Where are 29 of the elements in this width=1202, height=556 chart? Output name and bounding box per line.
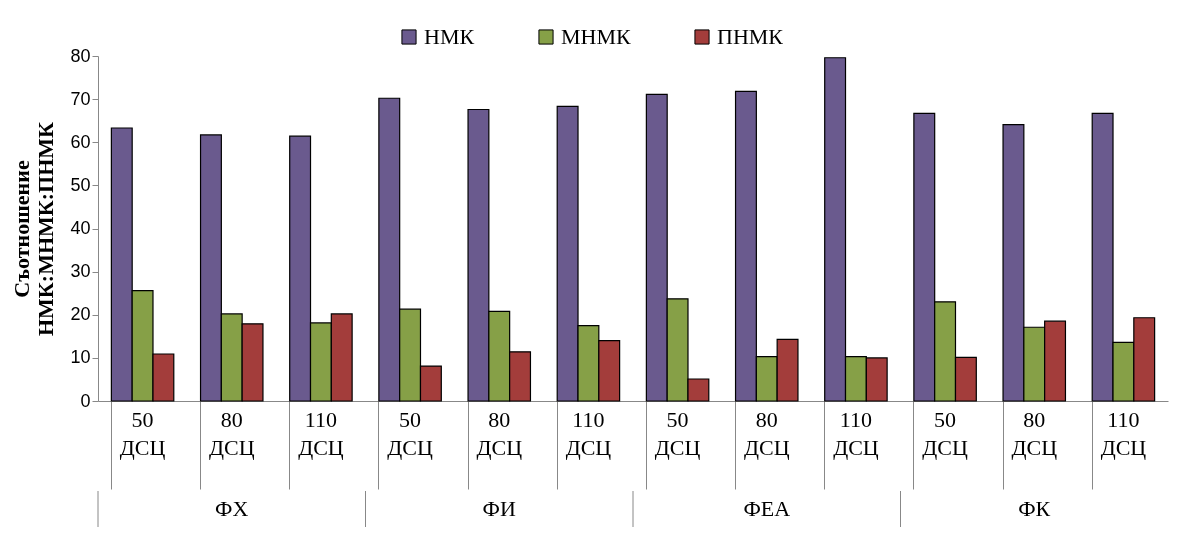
x-tick-label: 50 ДСЦ [387,406,433,460]
y-tick-label: 10 [70,347,91,368]
x-tick-label: 110 ДСЦ [298,406,344,460]
text: ФИ [482,496,516,521]
x-tick-label: 50 ДСЦ [119,406,166,460]
y-tick-label: 60 [70,131,91,152]
x-tick-label: 50 ДСЦ [654,406,701,460]
x-tick-label: 80 ДСЦ [743,406,790,460]
y-tick-label: 30 [70,261,91,282]
y-tick-label: 70 [70,88,91,109]
legend-label: ПНМК [717,24,784,49]
x-tick-label: 110 ДСЦ [833,406,879,460]
x-tick-label: 110 ДСЦ [1100,406,1147,460]
y-axis-title: Съотношение НМК:МНМК:ПНМК [9,121,59,337]
text: ФК [1018,496,1051,521]
y-tick-label: 0 [80,390,91,411]
x-tick-label: 50 ДСЦ [922,406,968,460]
legend-label: МНМК [561,24,632,49]
y-tick-label: 20 [70,304,91,325]
y-tick-label: 50 [70,174,91,195]
text: ФХ [215,496,249,521]
x-tick-label: 80 ДСЦ [1011,406,1058,460]
text: ФЕА [743,496,791,521]
x-tick-label: 80 ДСЦ [476,406,523,460]
x-tick-label: 110 ДСЦ [565,406,612,460]
legend-label: НМК [424,24,475,49]
y-tick-label: 80 [70,45,91,66]
x-tick-label: 80 ДСЦ [208,406,255,460]
y-tick-label: 40 [70,218,91,238]
